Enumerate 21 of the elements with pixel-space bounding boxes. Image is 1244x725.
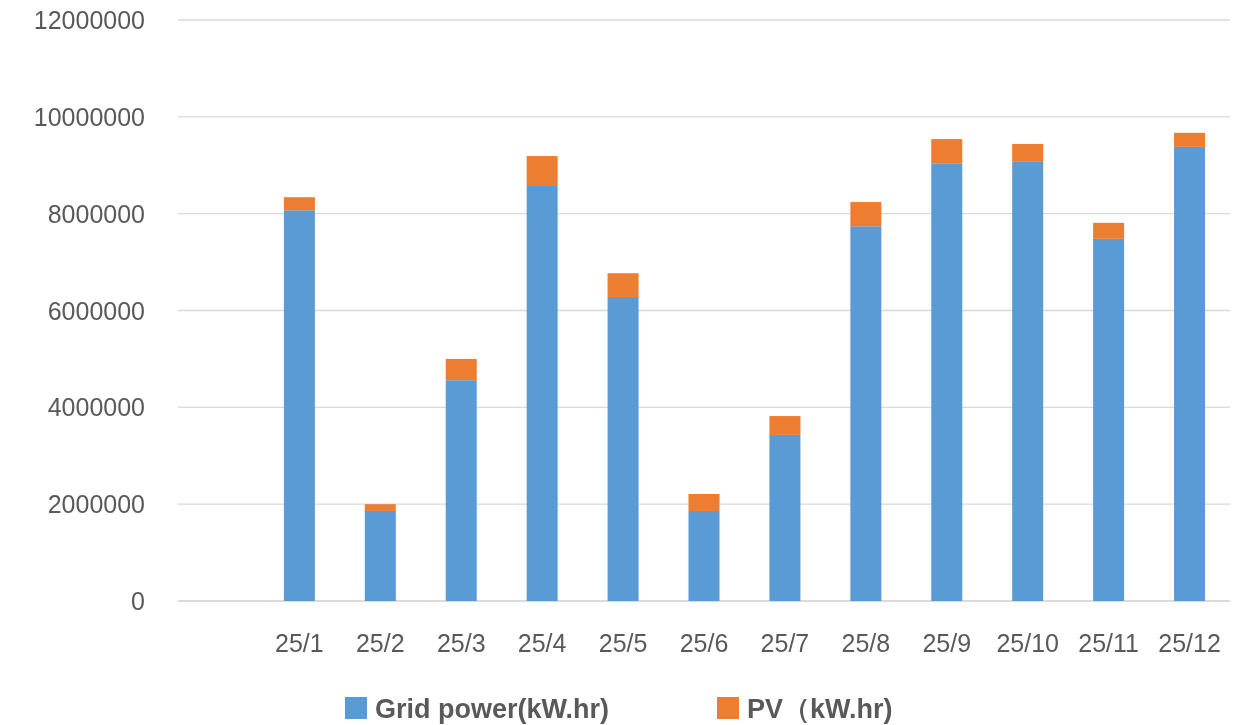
x-tick-label: 25/2 bbox=[355, 629, 405, 657]
y-tick-label: 8000000 bbox=[47, 199, 145, 228]
legend-label: Grid power(kW.hr) bbox=[375, 694, 610, 724]
x-tick-label: 25/4 bbox=[517, 629, 567, 657]
x-tick-label: 25/6 bbox=[679, 629, 729, 657]
x-tick-label: 25/8 bbox=[841, 629, 891, 657]
x-tick-label: 25/10 bbox=[996, 629, 1059, 657]
x-tick-label: 25/3 bbox=[436, 629, 486, 657]
x-tick-label: 25/7 bbox=[760, 629, 810, 657]
y-tick-label: 4000000 bbox=[47, 393, 145, 422]
y-tick-label: 12000000 bbox=[33, 6, 145, 34]
x-tick-label: 25/5 bbox=[598, 629, 648, 657]
y-tick-label: 10000000 bbox=[33, 102, 145, 131]
y-tick-label: 0 bbox=[131, 587, 145, 615]
x-tick-label: 25/9 bbox=[922, 629, 972, 657]
legend-label: PV（kW.hr) bbox=[747, 694, 893, 724]
x-tick-label: 25/1 bbox=[275, 629, 324, 657]
y-tick-label: 2000000 bbox=[47, 490, 145, 519]
x-tick-label: 25/12 bbox=[1158, 629, 1221, 657]
x-tick-label: 25/11 bbox=[1078, 629, 1139, 657]
y-tick-label: 6000000 bbox=[47, 296, 145, 325]
